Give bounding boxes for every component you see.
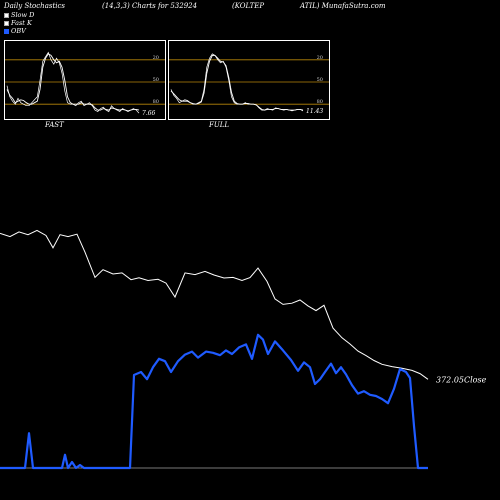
legend-swatch-fast-k <box>4 20 9 26</box>
legend-swatch-obv <box>4 28 9 34</box>
header-company: (KOLTEP <box>232 2 265 10</box>
header-title-mid: (14,3,3) Charts for 532924 <box>102 2 198 10</box>
fast-tick-label-50: 50 <box>153 77 159 83</box>
legend-label-slow-d: Slow D <box>11 11 35 19</box>
full-stochastic-panel: 80 50 20 11.43 <box>168 40 330 120</box>
full-tick-label-50: 50 <box>317 77 323 83</box>
legend-label-fast-k: Fast K <box>11 19 32 27</box>
full-last-value: 11.43 <box>306 108 323 115</box>
legend-label-obv: OBV <box>11 27 26 35</box>
full-panel-label: FULL <box>209 121 230 129</box>
full-stochastic-plot: 80 50 20 11.43 <box>169 53 329 115</box>
fast-last-value: 7.66 <box>142 110 156 117</box>
fast-tick-label-20: 80 <box>153 99 159 105</box>
fast-fast-k-line <box>6 51 140 114</box>
full-tick-label-80: 20 <box>317 55 323 61</box>
fast-stochastic-panel: 80 50 20 7.66 <box>4 40 166 120</box>
legend-item-obv: OBV <box>4 27 34 35</box>
header-title-left: Daily Stochastics <box>4 2 66 10</box>
chart-legend: Slow D Fast K OBV <box>4 11 34 35</box>
obv-line <box>0 333 428 470</box>
close-price-label: 372.05Close <box>436 375 487 384</box>
full-tick-label-20: 80 <box>317 99 323 105</box>
legend-item-fast-k: Fast K <box>4 19 34 27</box>
legend-item-slow-d: Slow D <box>4 11 34 19</box>
fast-panel-label: FAST <box>45 121 64 129</box>
full-fast-k-line <box>170 53 304 112</box>
header-title-right: ATIL) MunafaSutra.com <box>300 2 386 10</box>
fast-stochastic-plot: 80 50 20 7.66 <box>5 51 165 117</box>
fast-tick-label-80: 20 <box>153 55 159 61</box>
close-price-line <box>0 229 429 380</box>
legend-swatch-slow-d <box>4 12 9 18</box>
